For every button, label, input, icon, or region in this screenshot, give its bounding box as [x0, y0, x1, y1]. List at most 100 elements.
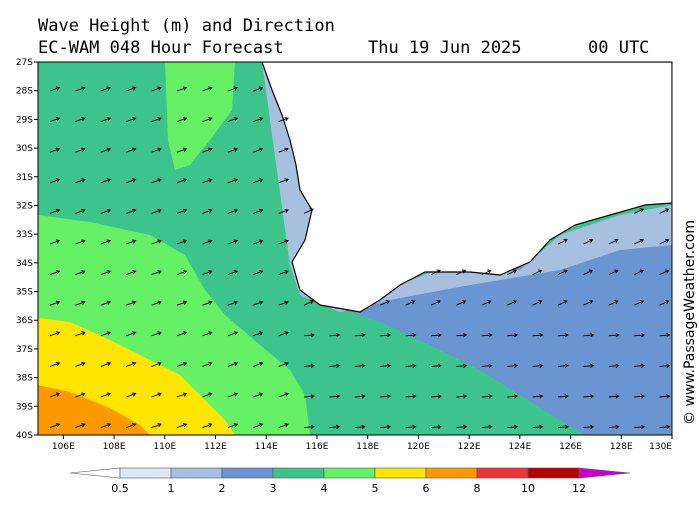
legend: 0.5 1 2 3 4 5 6 8 10 12: [69, 467, 631, 495]
wave-arrow: [151, 392, 162, 398]
wave-arrow: [75, 300, 86, 306]
wave-arrow: [303, 424, 315, 430]
wave-arrow: [303, 332, 315, 338]
wave-arrow: [151, 423, 162, 429]
wave-arrow: [659, 300, 670, 306]
wave-arrow: [583, 238, 594, 245]
wave-arrow: [303, 394, 315, 399]
wave-arrow: [227, 178, 239, 184]
wave-arrow: [227, 208, 239, 214]
wave-arrow: [151, 86, 162, 92]
wave-arrow: [100, 270, 112, 276]
wave-arrow: [456, 269, 467, 276]
lon-label: 128E: [610, 442, 633, 452]
wave-arrow: [100, 117, 112, 123]
wave-arrow: [126, 270, 137, 276]
wave-arrow: [253, 270, 264, 276]
wave-arrow: [278, 117, 289, 123]
wave-arrow: [583, 300, 594, 306]
legend-label: 8: [474, 482, 481, 495]
wave-arrow: [634, 424, 646, 430]
wave-arrow: [659, 238, 670, 245]
wave-arrow: [176, 208, 188, 214]
wave-arrow: [557, 394, 569, 399]
wave-arrow: [253, 423, 264, 429]
wave-arrow: [253, 117, 264, 123]
wave-arrow: [634, 363, 646, 368]
wave-arrow: [405, 332, 417, 338]
wave-arrow: [227, 392, 239, 398]
wave-arrow: [481, 332, 493, 338]
wave-arrow: [481, 363, 493, 368]
credit: © www.PassageWeather.com: [682, 220, 698, 425]
wave-arrow: [430, 424, 442, 430]
date: Thu 19 Jun 2025: [368, 38, 522, 58]
lat-label: 39S: [16, 402, 33, 412]
wave-arrow: [659, 208, 670, 214]
wave-arrow: [227, 361, 239, 367]
wave-arrow: [659, 363, 671, 368]
wave-arrow: [608, 332, 620, 338]
wave-arrow: [634, 300, 645, 306]
wave-arrow: [151, 147, 162, 153]
wave-arrow: [75, 86, 86, 92]
lat-label: 33S: [16, 230, 33, 240]
wave-arrow: [557, 238, 568, 245]
wave-arrow: [100, 178, 112, 184]
legend-high: [578, 467, 631, 479]
wave-arrow: [176, 86, 188, 92]
wave-arrow: [430, 332, 442, 338]
wave-arrow: [507, 332, 519, 338]
wave-arrow: [608, 269, 619, 276]
wave-arrow: [507, 300, 518, 306]
wave-arrow: [75, 239, 86, 245]
wave-arrow: [176, 331, 188, 337]
wave-arrow: [126, 239, 137, 245]
wave-arrow: [151, 270, 162, 276]
legend-swatch: [527, 467, 580, 479]
lon-label: 114E: [255, 442, 278, 452]
lon-label: 106E: [52, 442, 75, 452]
wave-arrow: [405, 300, 416, 306]
wave-arrow: [151, 117, 162, 123]
lon-label: 130E: [649, 442, 672, 452]
wave-arrow: [253, 300, 264, 306]
lat-label: 35S: [16, 288, 33, 298]
wave-arrow: [202, 300, 213, 306]
wave-arrow: [507, 269, 518, 276]
wave-arrow: [303, 208, 314, 214]
legend-label: 3: [270, 482, 277, 495]
wave-arrow: [430, 394, 442, 399]
wave-arrow: [634, 332, 646, 338]
wave-arrow: [583, 363, 595, 368]
wave-arrow: [49, 147, 61, 153]
lat-label: 38S: [16, 374, 33, 384]
legend-swatch: [374, 467, 427, 479]
wave-arrow: [481, 394, 493, 399]
wave-arrow: [430, 300, 441, 306]
lon-label: 112E: [204, 442, 227, 452]
wave-arrow: [202, 147, 213, 153]
wave-arrow: [49, 331, 61, 337]
wave-arrow: [227, 270, 239, 276]
wave-arrow: [456, 424, 468, 430]
wave-arrow: [634, 394, 646, 399]
wave-arrow: [75, 117, 86, 123]
wave-arrow: [380, 332, 392, 338]
wave-arrow: [227, 239, 239, 245]
wave-arrow: [126, 331, 137, 337]
title: Wave Height (m) and Direction: [38, 16, 335, 36]
wave-arrow: [49, 117, 61, 123]
lon-label: 118E: [356, 442, 379, 452]
axes: 27S 28S 29S 30S 31S 32S 33S 34S 35S 36S 37S 38S 39S 4…: [16, 58, 673, 452]
wave-arrow: [557, 332, 569, 338]
wave-arrows: [49, 86, 671, 430]
lat-label: 27S: [16, 58, 33, 68]
wave-arrow: [227, 86, 239, 92]
wave-arrow: [583, 332, 595, 338]
wave-arrow: [430, 269, 441, 276]
wave-arrow: [507, 424, 519, 430]
legend-label: 10: [521, 482, 535, 495]
wave-arrow: [278, 331, 289, 337]
wave-arrow: [151, 361, 162, 367]
